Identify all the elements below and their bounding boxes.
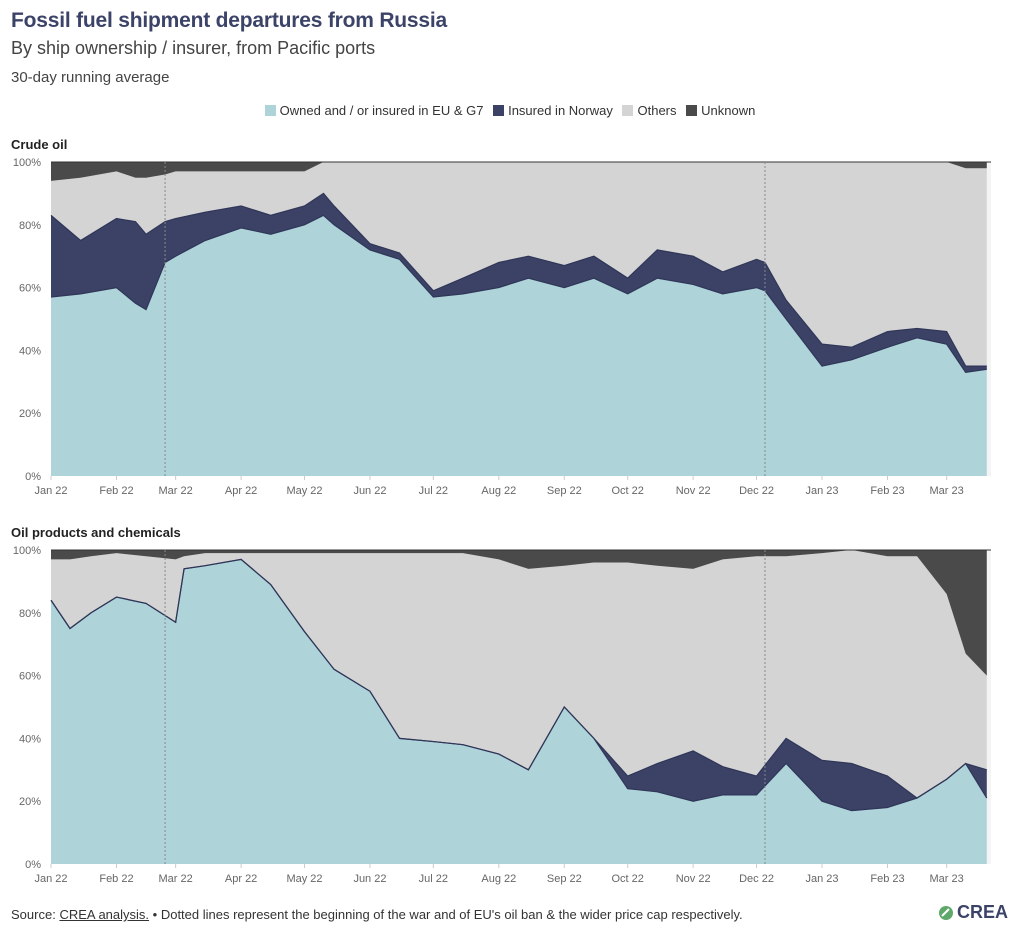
x-tick-label: Jan 22	[34, 485, 67, 497]
chart-subtitle: By ship ownership / insurer, from Pacifi…	[11, 38, 376, 58]
x-tick-label: Mar 22	[159, 873, 193, 885]
chart-note: 30-day running average	[11, 69, 170, 86]
crude-oil-chart: 0% 20% 40% 60% 80% 100% Jan 22 Feb 22 Mar 22 Apr …	[13, 157, 991, 497]
x-tick-label: Feb 22	[99, 485, 133, 497]
series-line	[50, 214, 987, 374]
x-tick-label: Nov 22	[676, 485, 711, 497]
legend: Owned and / or insured in EU & G7 Insure…	[0, 103, 1020, 118]
legend-item-norway[interactable]: Insured in Norway	[493, 103, 613, 118]
x-tick-label: May 22	[286, 485, 322, 497]
area-insured-in-norway	[51, 559, 987, 811]
x-tick-label: Jan 22	[34, 873, 67, 885]
x-tick-label: May 22	[286, 873, 322, 885]
legend-item-unknown[interactable]: Unknown	[686, 103, 755, 118]
legend-label: Owned and / or insured in EU & G7	[279, 103, 484, 118]
legend-label: Unknown	[701, 103, 756, 118]
x-tick-label: Dec 22	[739, 873, 774, 885]
x-tick-label: Jul 22	[419, 485, 448, 497]
legend-label: Insured in Norway	[508, 103, 613, 118]
logo-text: CREA	[956, 902, 1008, 922]
panel-title-crude: Crude oil	[11, 137, 68, 152]
y-tick-label: 80%	[19, 220, 41, 232]
x-tick-label: Feb 22	[99, 873, 133, 885]
y-tick-label: 100%	[13, 545, 41, 557]
x-tick-label: Apr 22	[225, 873, 257, 885]
y-tick-label: 0%	[25, 471, 41, 483]
footer: Source: CREA analysis. • Dotted lines re…	[11, 907, 743, 922]
area-unknown	[51, 162, 987, 181]
source-link[interactable]: CREA analysis.	[59, 907, 150, 922]
y-tick-label: 40%	[19, 733, 41, 745]
legend-item-eu-g7[interactable]: Owned and / or insured in EU & G7	[264, 103, 484, 118]
area-others	[51, 550, 987, 799]
x-tick-label: Mar 23	[930, 873, 964, 885]
y-tick-label: 60%	[19, 671, 41, 683]
legend-swatch	[622, 105, 634, 116]
y-tick-label: 40%	[19, 345, 41, 357]
area-owned-and-or-insured-in-eu-g7	[51, 559, 987, 864]
source-label: Source:	[11, 907, 56, 922]
x-tick-label: Jul 22	[419, 873, 448, 885]
x-tick-label: Aug 22	[481, 485, 516, 497]
y-tick-label: 60%	[19, 283, 41, 295]
x-tick-label: Jan 23	[805, 485, 838, 497]
x-tick-label: Sep 22	[547, 873, 582, 885]
y-tick-label: 0%	[25, 859, 41, 871]
x-tick-label: Jun 22	[353, 485, 386, 497]
legend-swatch	[493, 105, 505, 116]
legend-label: Others	[637, 103, 677, 118]
series-line	[50, 558, 987, 799]
x-tick-label: Oct 22	[611, 873, 643, 885]
y-tick-label: 80%	[19, 608, 41, 620]
chart-title: Fossil fuel shipment departures from Rus…	[11, 9, 447, 32]
x-tick-label: Oct 22	[611, 485, 643, 497]
legend-swatch	[264, 105, 276, 116]
panel-title-products: Oil products and chemicals	[11, 525, 181, 540]
area-others	[51, 162, 987, 367]
x-tick-label: Aug 22	[481, 873, 516, 885]
x-tick-label: Mar 23	[930, 485, 964, 497]
legend-swatch	[686, 105, 698, 116]
area-owned-and-or-insured-in-eu-g7	[51, 215, 987, 476]
x-tick-label: Feb 23	[870, 873, 904, 885]
x-tick-label: Mar 22	[159, 485, 193, 497]
y-tick-label: 20%	[19, 796, 41, 808]
x-tick-label: Dec 22	[739, 485, 774, 497]
leaf-icon	[938, 905, 953, 920]
y-tick-label: 100%	[13, 157, 41, 169]
footer-note: • Dotted lines represent the beginning o…	[152, 907, 743, 922]
oil-products-chart: 0% 20% 40% 60% 80% 100% Jan 22 Feb 22 Mar 22 Apr …	[13, 545, 991, 885]
x-tick-label: Apr 22	[225, 485, 257, 497]
series-line	[50, 192, 987, 367]
x-tick-label: Sep 22	[547, 485, 582, 497]
x-tick-label: Jan 23	[805, 873, 838, 885]
y-tick-label: 20%	[19, 408, 41, 420]
x-tick-label: Feb 23	[870, 485, 904, 497]
legend-item-others[interactable]: Others	[622, 103, 677, 118]
crea-logo: CREA	[938, 902, 1008, 923]
x-tick-label: Nov 22	[676, 873, 711, 885]
x-tick-label: Jun 22	[353, 873, 386, 885]
